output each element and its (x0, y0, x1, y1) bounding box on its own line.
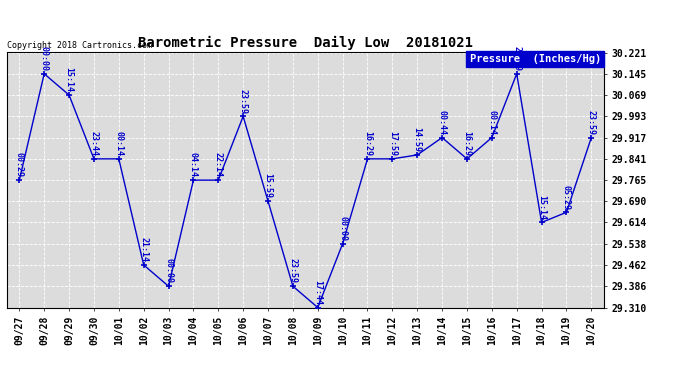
Text: 23:59: 23:59 (586, 110, 596, 135)
Text: 00:14: 00:14 (487, 110, 496, 135)
Title: Barometric Pressure  Daily Low  20181021: Barometric Pressure Daily Low 20181021 (138, 36, 473, 50)
Text: 15:59: 15:59 (264, 173, 273, 198)
Text: 23:44: 23:44 (90, 131, 99, 156)
Text: 17:59: 17:59 (388, 131, 397, 156)
Text: 05:29: 05:29 (562, 184, 571, 210)
Text: 00:14: 00:14 (115, 131, 124, 156)
Text: 17:44: 17:44 (313, 280, 322, 305)
Text: 00:00: 00:00 (40, 46, 49, 71)
Text: 23:59: 23:59 (512, 46, 521, 71)
Text: 23:59: 23:59 (288, 258, 297, 284)
Text: 00:00: 00:00 (164, 258, 173, 284)
Text: 00:00: 00:00 (338, 216, 347, 241)
Text: Copyright 2018 Cartronics.com: Copyright 2018 Cartronics.com (7, 41, 152, 50)
Text: 16:29: 16:29 (462, 131, 471, 156)
Text: 00:29: 00:29 (14, 152, 24, 177)
Text: 16:29: 16:29 (363, 131, 372, 156)
Text: Pressure  (Inches/Hg): Pressure (Inches/Hg) (469, 54, 601, 64)
Text: 14:59: 14:59 (413, 127, 422, 152)
Text: 15:14: 15:14 (65, 67, 74, 92)
Text: 00:44: 00:44 (437, 110, 446, 135)
Text: 21:14: 21:14 (139, 237, 148, 262)
Text: 23:59: 23:59 (239, 88, 248, 114)
Text: 15:14: 15:14 (537, 195, 546, 220)
Text: 04:14: 04:14 (189, 152, 198, 177)
Text: 22:14: 22:14 (214, 152, 223, 177)
